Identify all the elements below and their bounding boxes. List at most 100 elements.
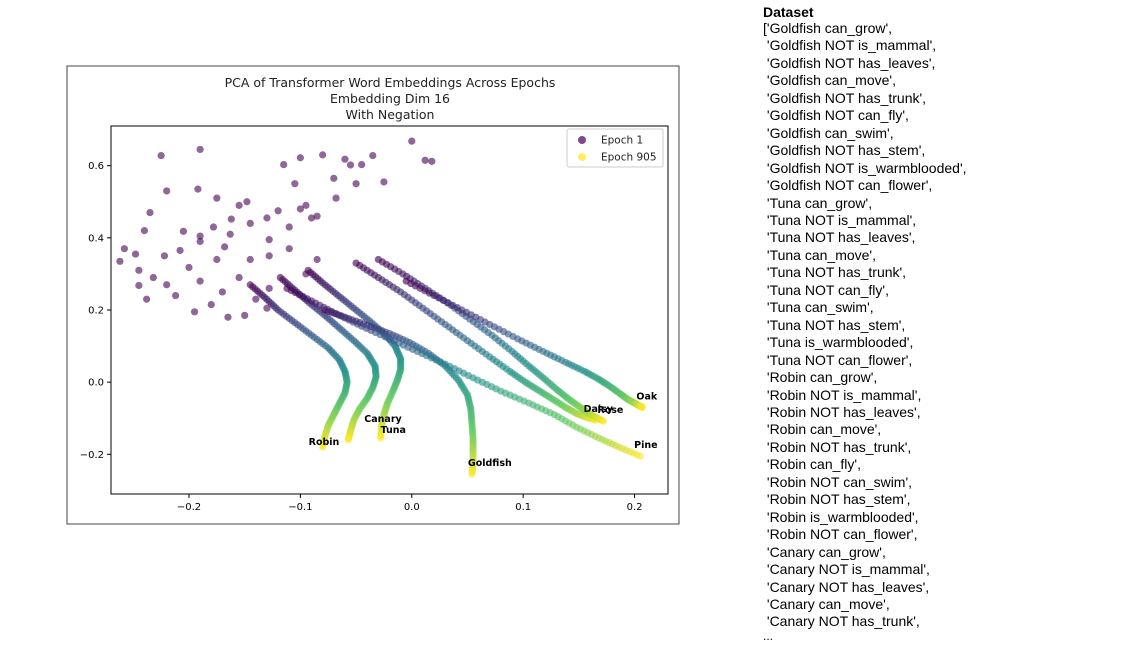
word-label-robin: Robin: [309, 437, 340, 448]
data-point-epoch-1: [213, 194, 221, 202]
dataset-item: 'Goldfish can_move',: [763, 72, 896, 89]
dataset-item: 'Tuna can_move',: [763, 246, 876, 263]
word-label-oak: Oak: [636, 391, 657, 402]
y-tick-label: 0.2: [88, 306, 104, 317]
data-point-epoch-1: [235, 273, 243, 282]
data-point-epoch-1: [252, 295, 260, 303]
data-point-epoch-1: [146, 208, 154, 217]
dataset-item: 'Goldfish NOT can_fly',: [763, 107, 909, 124]
y-tick-label: −0.2: [80, 450, 104, 461]
data-point-epoch-1: [221, 243, 229, 251]
dataset-item: 'Goldfish NOT has_stem',: [763, 142, 926, 159]
data-point-rose: [599, 417, 607, 425]
data-point-epoch-1: [179, 227, 188, 235]
data-point-oak: [638, 403, 646, 412]
dataset-item: 'Robin NOT can_swim',: [763, 473, 913, 490]
data-point-epoch-1: [241, 311, 249, 320]
data-point-epoch-1: [246, 219, 254, 228]
data-point-epoch-1: [332, 194, 340, 202]
chart-title: PCA of Transformer Word Embeddings Acros…: [225, 75, 556, 90]
dataset-item: 'Goldfish NOT is_mammal',: [763, 37, 937, 54]
dataset-item: 'Tuna NOT has_stem',: [763, 316, 906, 333]
data-point-pine: [636, 452, 644, 460]
data-point-epoch-1: [346, 161, 355, 169]
data-point-epoch-1: [185, 263, 193, 272]
data-point-epoch-1: [235, 201, 243, 209]
data-point-epoch-1: [172, 291, 180, 300]
dataset-item: 'Robin can_fly',: [763, 456, 861, 473]
data-point-epoch-1: [265, 284, 273, 292]
dataset-item: 'Robin is_warmblooded',: [763, 508, 919, 525]
dataset-item: 'Canary NOT is_mammal',: [763, 561, 930, 578]
data-point-epoch-1: [263, 214, 271, 222]
dataset-item: 'Robin NOT has_leaves',: [763, 403, 921, 420]
word-label-daisy: Daisy: [584, 404, 614, 415]
dataset-item: 'Robin NOT has_trunk',: [763, 438, 912, 455]
dataset-list: ['Goldfish can_grow', 'Goldfish NOT is_m…: [763, 20, 1133, 631]
data-point-epoch-1: [196, 232, 204, 240]
data-point-epoch-1: [120, 245, 128, 253]
data-point-epoch-1: [143, 295, 151, 303]
legend-label-epoch-1: Epoch 1: [601, 135, 643, 147]
data-point-epoch-1: [296, 154, 304, 162]
dataset-item: 'Tuna NOT can_flower',: [763, 351, 913, 368]
x-axis: −0.2 −0.1 0.0 0.1 0.2: [177, 494, 643, 513]
dataset-item: 'Goldfish can_swim',: [763, 124, 894, 141]
data-point-epoch-1: [313, 255, 321, 264]
dataset-item: 'Robin can_move',: [763, 421, 882, 438]
data-point-epoch-1: [226, 230, 234, 238]
x-tick-label: −0.2: [177, 502, 201, 513]
data-point-epoch-1: [352, 180, 360, 188]
dataset-item: 'Tuna can_swim',: [763, 299, 874, 316]
chart-subtitle-line-1: Embedding Dim 16: [330, 91, 450, 106]
data-point-epoch-1: [380, 178, 388, 186]
data-point-epoch-1: [135, 281, 143, 290]
x-tick-label: 0.2: [627, 502, 643, 513]
data-point-epoch-1: [140, 227, 149, 235]
legend-label-epoch-905: Epoch 905: [601, 152, 657, 164]
data-point-epoch-1: [246, 255, 254, 264]
data-point-epoch-1: [196, 277, 204, 285]
data-point-epoch-1: [408, 137, 416, 145]
word-label-tuna: Tuna: [381, 425, 406, 436]
legend: Epoch 1 Epoch 905: [566, 128, 664, 168]
dataset-item: 'Tuna NOT has_trunk',: [763, 264, 907, 281]
data-point-epoch-1: [213, 255, 221, 264]
pca-chart: PCA of Transformer Word Embeddings Acros…: [66, 65, 680, 525]
data-point-epoch-1: [196, 145, 204, 154]
dataset-item: 'Tuna can_grow',: [763, 194, 873, 211]
data-point-epoch-1: [196, 237, 204, 246]
dataset-item: 'Tuna NOT is_mammal',: [763, 211, 917, 228]
x-tick-label: 0.0: [404, 502, 420, 513]
chart-subtitle-line-2: With Negation: [346, 107, 435, 122]
data-point-epoch-1: [163, 281, 171, 289]
data-point-epoch-1: [307, 214, 316, 222]
data-point-epoch-1: [190, 308, 199, 316]
dataset-ellipsis: ...: [763, 628, 774, 643]
dataset-item: 'Goldfish NOT has_leaves',: [763, 54, 936, 71]
x-tick-label: 0.1: [515, 502, 531, 513]
word-label-rose: Rose: [597, 405, 623, 416]
dataset-item: 'Goldfish NOT can_flower',: [763, 177, 933, 194]
dataset-panel: Dataset ['Goldfish can_grow', 'Goldfish …: [763, 4, 1133, 643]
data-point-epoch-1: [135, 266, 143, 274]
data-point-epoch-1: [280, 161, 288, 169]
y-tick-label: 0.0: [88, 378, 104, 389]
legend-box: [566, 128, 664, 168]
data-point-epoch-1: [209, 223, 218, 231]
data-point-epoch-1: [163, 187, 171, 195]
data-point-robin: [319, 443, 327, 451]
data-point-epoch-1: [131, 250, 140, 258]
x-tick-label: −0.1: [288, 502, 312, 513]
data-point-goldfish: [468, 470, 476, 478]
dataset-item: 'Tuna NOT can_fly',: [763, 281, 889, 298]
legend-marker-epoch-905: [578, 153, 586, 161]
data-point-epoch-1: [160, 252, 169, 260]
data-point-epoch-1: [285, 245, 293, 253]
y-tick-label: 0.4: [88, 233, 104, 244]
dataset-item: 'Robin NOT can_flower',: [763, 526, 918, 543]
data-point-epoch-1: [157, 151, 165, 160]
data-point-epoch-1: [224, 313, 232, 321]
data-point-epoch-1: [194, 185, 202, 193]
